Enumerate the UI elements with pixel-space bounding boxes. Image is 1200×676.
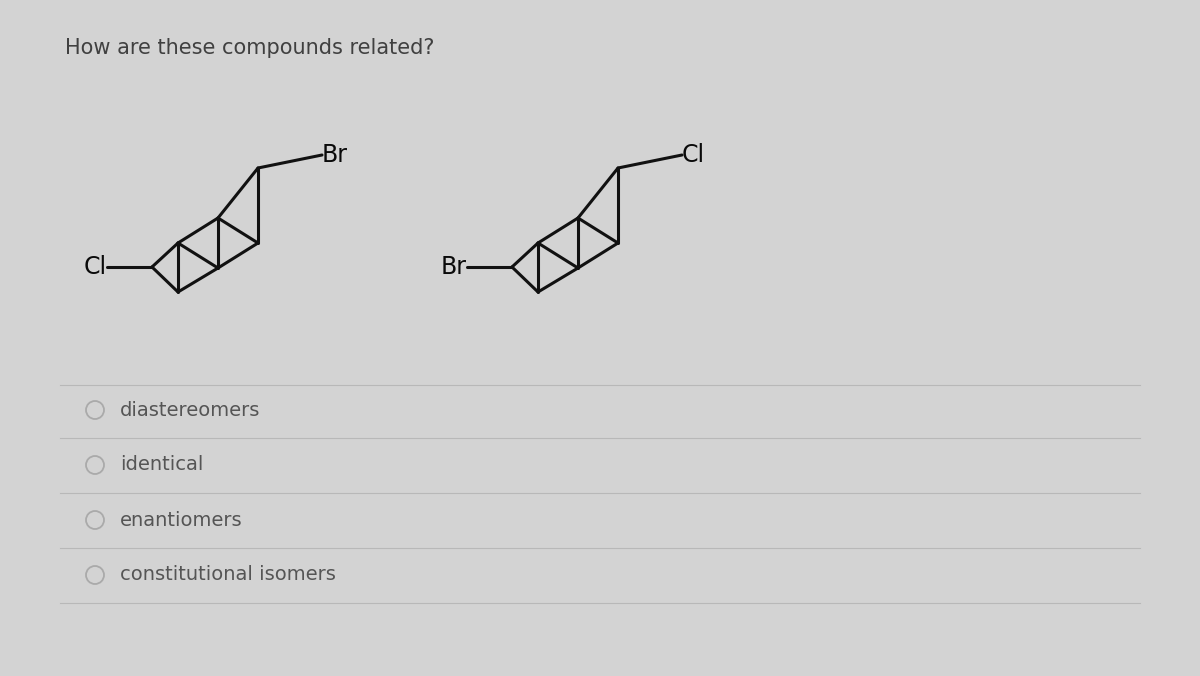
Text: Cl: Cl [84, 255, 107, 279]
Text: Br: Br [322, 143, 348, 167]
Text: Br: Br [442, 255, 467, 279]
Text: Cl: Cl [682, 143, 706, 167]
Text: enantiomers: enantiomers [120, 510, 242, 529]
Text: identical: identical [120, 456, 203, 475]
Text: constitutional isomers: constitutional isomers [120, 566, 336, 585]
Text: How are these compounds related?: How are these compounds related? [65, 38, 434, 58]
Text: diastereomers: diastereomers [120, 400, 260, 420]
